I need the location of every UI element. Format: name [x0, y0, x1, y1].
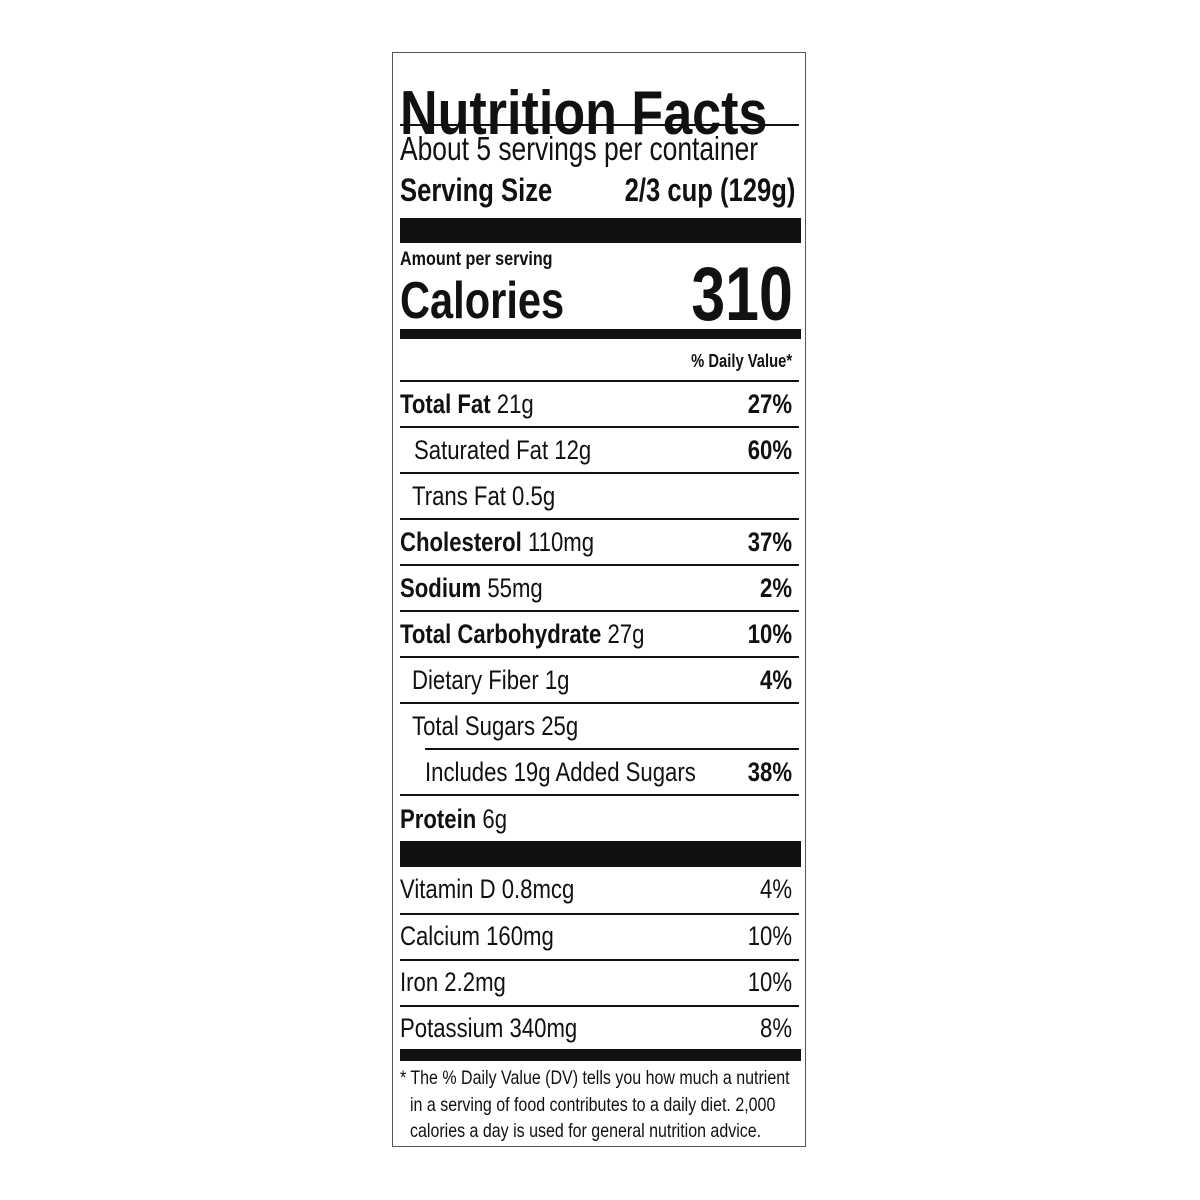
nutrient-protein: Protein 6g: [400, 804, 508, 834]
calories-label: Calories: [400, 272, 565, 330]
nutrient-added-sugars: Includes 19g Added Sugars: [425, 757, 696, 787]
divider: [400, 959, 799, 961]
dv-added-sugars: 38%: [747, 757, 792, 787]
dv-dietary-fiber: 4%: [759, 665, 792, 695]
calories-value: 310: [691, 252, 793, 337]
nutrient-total-fat: Total Fat 21g: [400, 389, 534, 419]
dv-vitamin-d: 4%: [759, 874, 792, 904]
dv-total-fat: 27%: [747, 389, 792, 419]
dv-cholesterol: 37%: [747, 527, 792, 557]
dv-potassium: 8%: [759, 1013, 792, 1043]
amount-per-serving: Amount per serving: [400, 249, 553, 270]
divider: [400, 124, 799, 126]
nutrient-total-sugars: Total Sugars 25g: [412, 711, 579, 741]
servings-per-container: About 5 servings per container: [400, 130, 759, 167]
divider: [400, 702, 799, 704]
divider: [400, 472, 799, 474]
label-title: Nutrition Facts: [400, 79, 768, 148]
divider: [400, 518, 799, 520]
footnote-line: * The % Daily Value (DV) tells you how m…: [400, 1067, 790, 1089]
calcium: Calcium 160mg: [400, 921, 554, 951]
nutrient-total-carbohydrate: Total Carbohydrate 27g: [400, 619, 645, 649]
medium-divider: [400, 329, 801, 339]
dv-calcium: 10%: [747, 921, 792, 951]
footnote-line: in a serving of food contributes to a da…: [410, 1094, 776, 1116]
vitamin-d: Vitamin D 0.8mcg: [400, 874, 575, 904]
thick-divider: [400, 218, 801, 243]
serving-size-label: Serving Size: [400, 172, 553, 208]
serving-size-value: 2/3 cup (129g): [624, 172, 795, 208]
iron: Iron 2.2mg: [400, 967, 506, 997]
divider: [400, 913, 799, 915]
divider: [425, 748, 799, 750]
nutrient-saturated-fat: Saturated Fat 12g: [414, 435, 592, 465]
dv-sodium: 2%: [759, 573, 792, 603]
thick-divider: [400, 841, 801, 867]
daily-value-header: % Daily Value*: [691, 351, 792, 371]
medium-divider: [400, 1049, 801, 1061]
nutrient-trans-fat: Trans Fat 0.5g: [412, 481, 556, 511]
divider: [400, 426, 799, 428]
divider: [400, 610, 799, 612]
nutrition-facts-label: Nutrition Facts About 5 servings per con…: [392, 52, 806, 1147]
dv-saturated-fat: 60%: [747, 435, 792, 465]
nutrient-dietary-fiber: Dietary Fiber 1g: [412, 665, 570, 695]
footnote-line: calories a day is used for general nutri…: [410, 1120, 762, 1142]
divider: [400, 564, 799, 566]
nutrient-cholesterol: Cholesterol 110mg: [400, 527, 595, 557]
dv-total-carbohydrate: 10%: [747, 619, 792, 649]
nutrient-sodium: Sodium 55mg: [400, 573, 543, 603]
divider: [400, 380, 799, 382]
dv-iron: 10%: [747, 967, 792, 997]
divider: [400, 656, 799, 658]
divider: [400, 794, 799, 796]
potassium: Potassium 340mg: [400, 1013, 578, 1043]
divider: [400, 1005, 799, 1007]
